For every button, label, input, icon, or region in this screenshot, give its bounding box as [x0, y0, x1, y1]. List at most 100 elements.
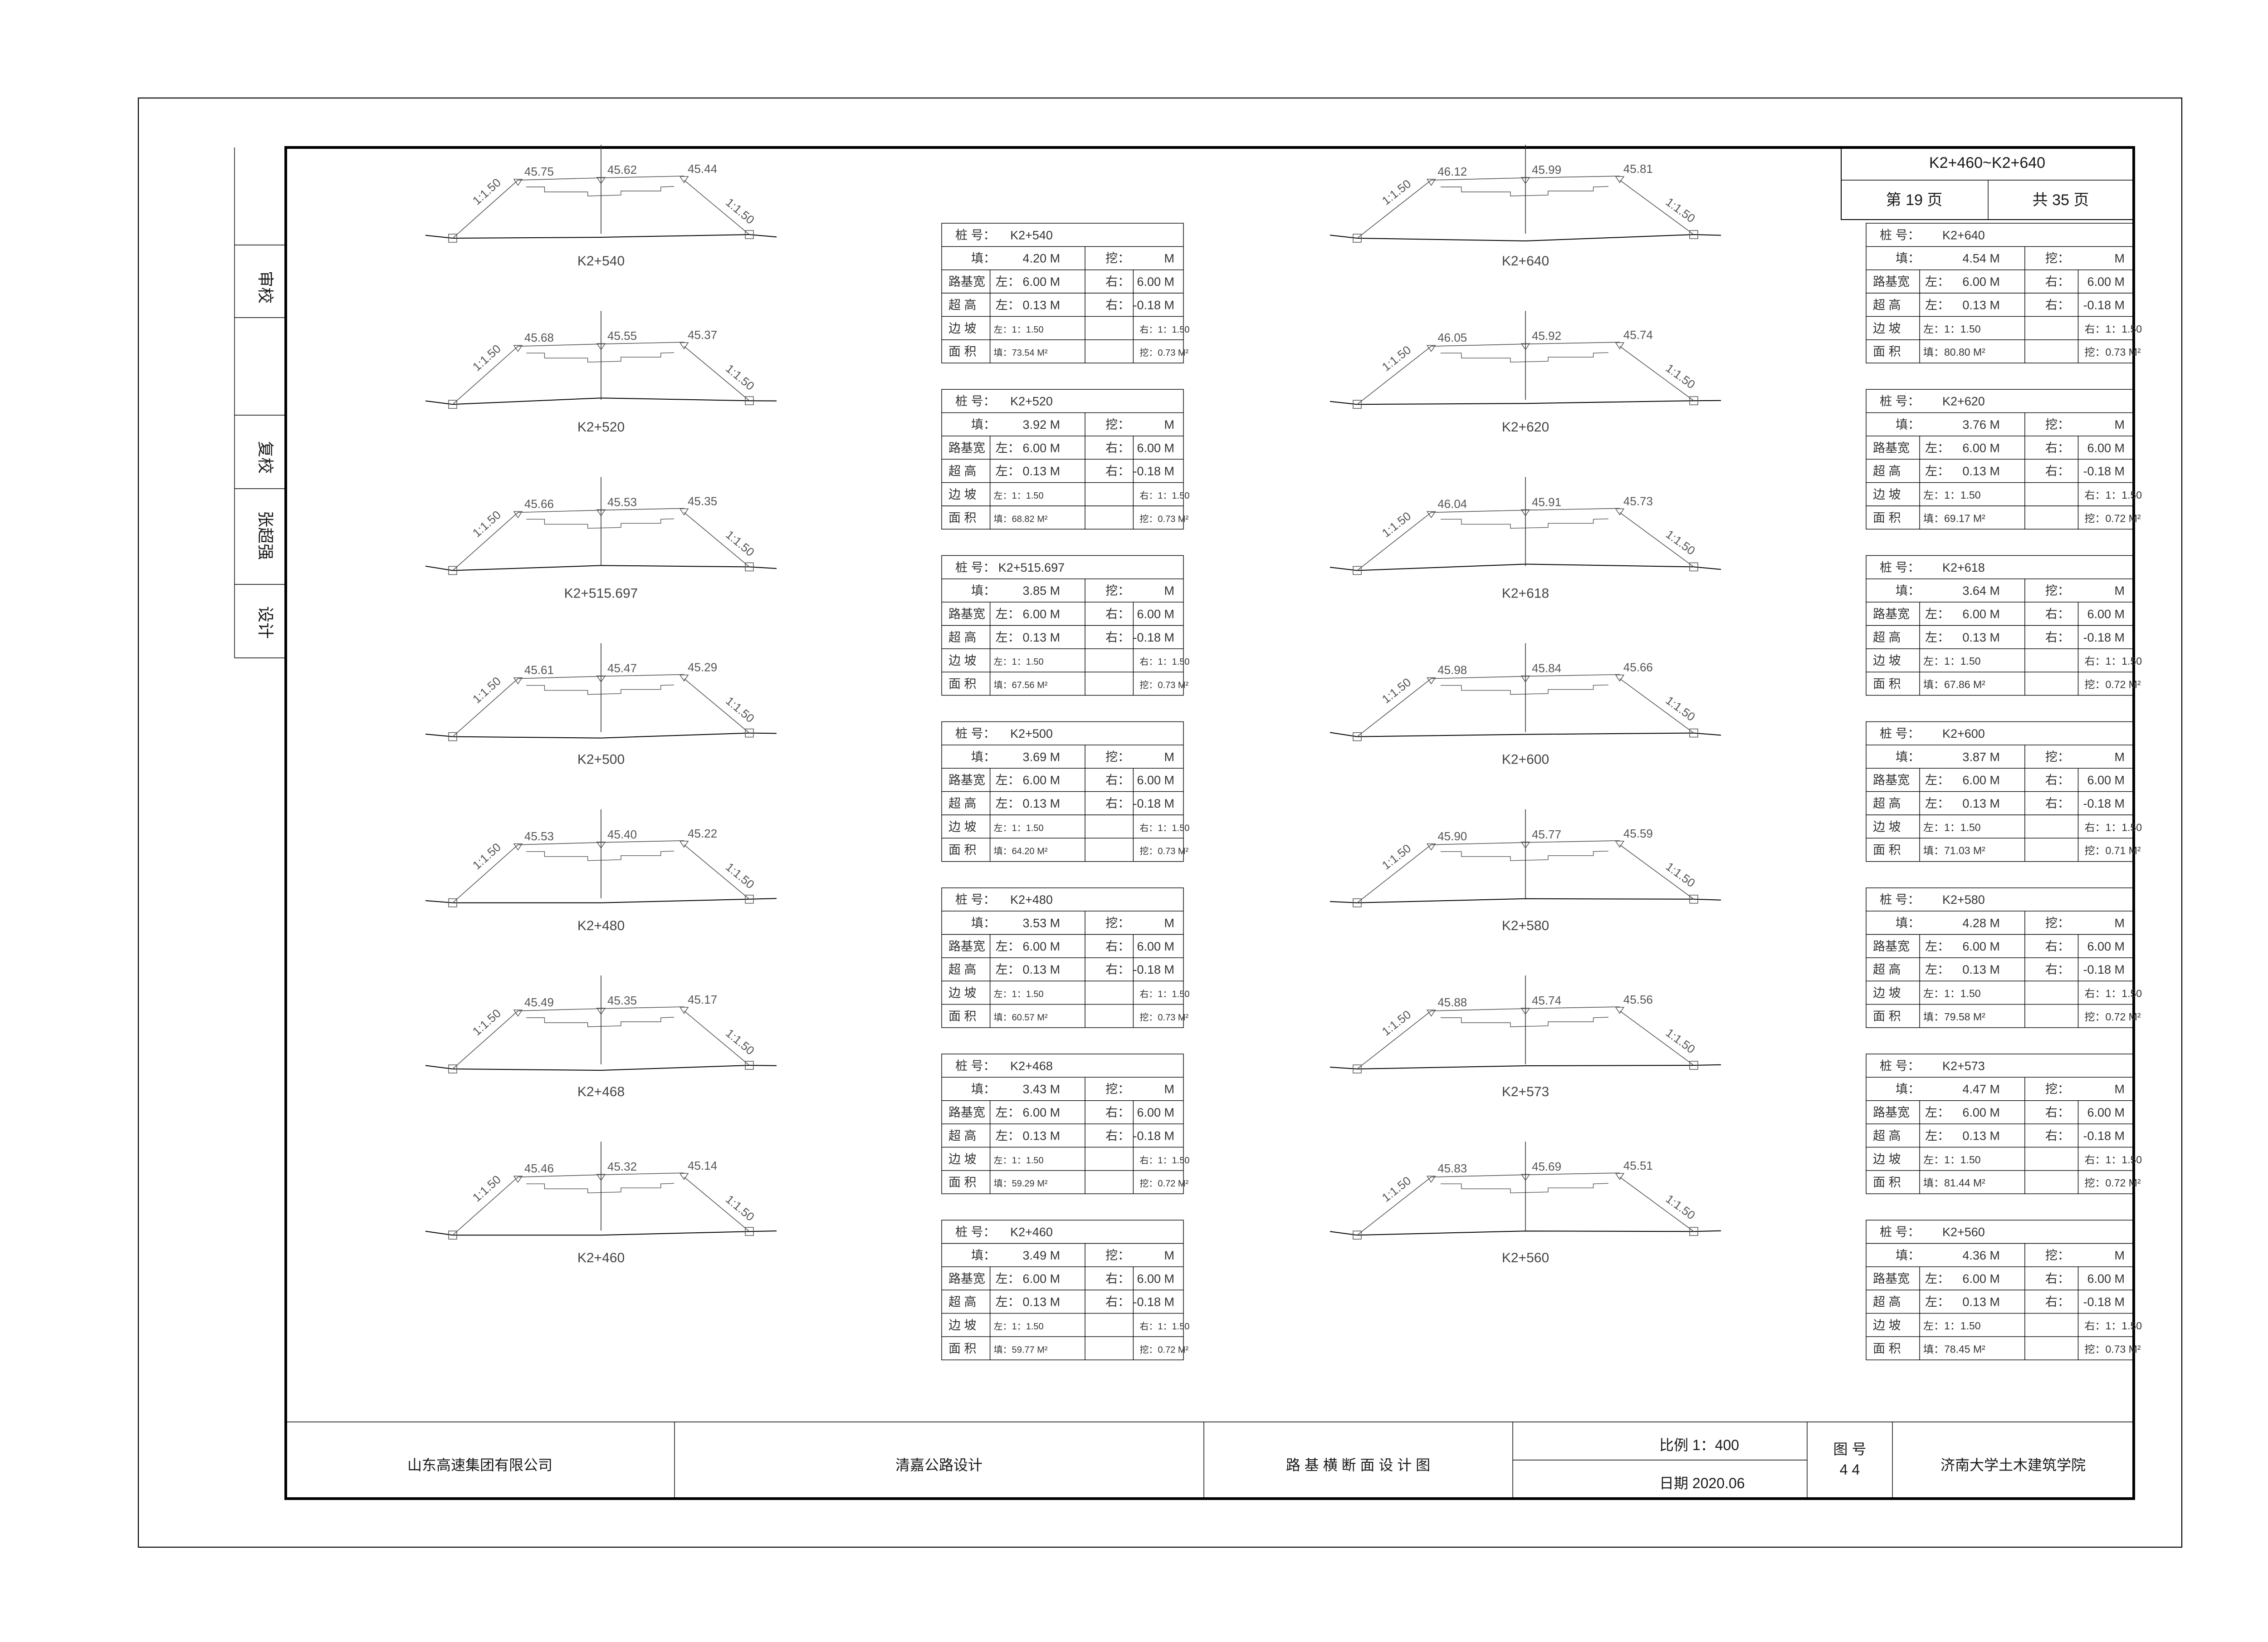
svg-text:6.00 M: 6.00 M — [2087, 940, 2125, 953]
svg-text:挖：0.72 M²: 挖：0.72 M² — [1139, 1178, 1188, 1189]
svg-text:填：: 填： — [1896, 1083, 1920, 1096]
svg-text:4.54 M: 4.54 M — [1962, 252, 2000, 265]
svg-text:0.13 M: 0.13 M — [1962, 631, 2000, 644]
svg-text:面 积: 面 积 — [948, 677, 977, 691]
svg-text:左：: 左： — [1925, 1129, 1950, 1142]
svg-text:填：: 填： — [1896, 252, 1920, 265]
svg-text:右：1：1.50: 右：1：1.50 — [2085, 821, 2142, 833]
svg-text:边 坡: 边 坡 — [1873, 1319, 1901, 1332]
svg-text:0.13 M: 0.13 M — [1962, 963, 2000, 976]
svg-text:左：1：1.50: 左：1：1.50 — [994, 823, 1044, 833]
svg-text:填：: 填： — [971, 584, 996, 598]
svg-text:K2+560: K2+560 — [1502, 1250, 1549, 1265]
svg-text:6.00 M: 6.00 M — [1023, 774, 1061, 787]
svg-text:1:1.50: 1:1.50 — [1379, 1174, 1413, 1205]
svg-text:-0.18 M: -0.18 M — [2083, 1129, 2125, 1142]
svg-text:填：: 填： — [971, 917, 996, 930]
svg-text:审校: 审校 — [256, 271, 275, 304]
svg-text:1:1.50: 1:1.50 — [1379, 509, 1413, 540]
svg-text:3.53 M: 3.53 M — [1023, 917, 1061, 930]
svg-text:右：: 右： — [1105, 1129, 1130, 1142]
svg-text:6.00 M: 6.00 M — [1962, 275, 2000, 289]
svg-text:挖：: 挖： — [2045, 252, 2070, 265]
svg-text:右：: 右： — [2045, 275, 2070, 289]
svg-text:6.00 M: 6.00 M — [1023, 1272, 1061, 1285]
svg-text:1:1.50: 1:1.50 — [723, 694, 757, 725]
svg-text:右：1：1.50: 右：1：1.50 — [2085, 988, 2142, 1000]
svg-text:46.04: 46.04 — [1437, 497, 1467, 510]
svg-text:填：: 填： — [1896, 418, 1920, 431]
svg-text:桩 号：: 桩 号： — [1880, 893, 1920, 907]
svg-text:0.13 M: 0.13 M — [1962, 797, 2000, 810]
svg-text:左：: 左： — [1925, 797, 1950, 810]
svg-text:K2+468: K2+468 — [1010, 1059, 1053, 1073]
svg-text:K2+618: K2+618 — [1942, 561, 1985, 574]
svg-text:超 高: 超 高 — [948, 797, 977, 810]
svg-text:3.49 M: 3.49 M — [1023, 1249, 1061, 1262]
svg-text:左：1：1.50: 左：1：1.50 — [1923, 1154, 1981, 1166]
svg-text:挖：0.72 M²: 挖：0.72 M² — [2085, 1011, 2141, 1023]
svg-text:K2+515.697: K2+515.697 — [564, 586, 638, 601]
svg-text:填：79.58 M²: 填：79.58 M² — [1923, 1011, 1985, 1023]
svg-text:右：: 右： — [1105, 441, 1130, 455]
svg-text:右：: 右： — [2045, 465, 2070, 478]
svg-text:K2+540: K2+540 — [1010, 228, 1053, 242]
svg-text:6.00 M: 6.00 M — [1962, 441, 2000, 455]
svg-text:K2+480: K2+480 — [577, 918, 625, 933]
svg-text:超 高: 超 高 — [948, 465, 977, 478]
svg-text:左：: 左： — [1925, 963, 1950, 976]
svg-text:桩 号：: 桩 号： — [1880, 228, 1920, 242]
svg-text:右：: 右： — [2045, 1129, 2070, 1142]
svg-text:右：: 右： — [1105, 774, 1130, 787]
svg-text:M: M — [2115, 1083, 2125, 1096]
svg-text:面 积: 面 积 — [1873, 1176, 1901, 1189]
svg-text:边 坡: 边 坡 — [1873, 820, 1901, 833]
svg-text:左：: 左： — [996, 608, 1020, 621]
svg-text:右：1：1.50: 右：1：1.50 — [1139, 324, 1189, 335]
svg-text:-0.18 M: -0.18 M — [1133, 1295, 1174, 1309]
svg-text:挖：: 挖： — [1105, 252, 1130, 265]
svg-text:超 高: 超 高 — [948, 631, 977, 644]
svg-text:桩 号：: 桩 号： — [955, 1225, 996, 1239]
svg-text:右：: 右： — [2045, 963, 2070, 976]
svg-text:-0.18 M: -0.18 M — [2083, 465, 2125, 478]
svg-text:桩 号：: 桩 号： — [1880, 561, 1920, 574]
svg-text:超 高: 超 高 — [1873, 963, 1901, 976]
svg-text:路基宽: 路基宽 — [948, 774, 985, 787]
svg-text:45.46: 45.46 — [524, 1162, 554, 1175]
svg-text:6.00 M: 6.00 M — [1962, 774, 2000, 787]
svg-text:6.00 M: 6.00 M — [1137, 1272, 1174, 1285]
svg-text:路基宽: 路基宽 — [1873, 608, 1910, 621]
svg-text:左：: 左： — [996, 631, 1020, 644]
svg-text:路基宽: 路基宽 — [948, 608, 985, 621]
svg-text:46.05: 46.05 — [1437, 331, 1467, 344]
svg-text:桩 号：: 桩 号： — [1880, 1225, 1920, 1239]
svg-text:右：: 右： — [2045, 631, 2070, 644]
svg-text:挖：: 挖： — [2045, 1249, 2070, 1262]
svg-text:挖：: 挖： — [1105, 418, 1130, 431]
svg-text:6.00 M: 6.00 M — [1023, 441, 1061, 455]
svg-text:45.77: 45.77 — [1532, 828, 1561, 841]
svg-text:K2+520: K2+520 — [577, 420, 625, 435]
svg-text:路基宽: 路基宽 — [1873, 774, 1910, 787]
svg-text:边 坡: 边 坡 — [948, 1152, 977, 1166]
svg-text:左：: 左： — [1925, 774, 1950, 787]
svg-text:桩 号：: 桩 号： — [955, 1059, 996, 1073]
svg-text:右：: 右： — [1105, 1295, 1130, 1309]
svg-text:面 积: 面 积 — [948, 511, 977, 524]
svg-text:45.35: 45.35 — [607, 994, 637, 1007]
svg-text:比例 1：400: 比例 1：400 — [1659, 1437, 1739, 1453]
svg-text:路基宽: 路基宽 — [1873, 1272, 1910, 1285]
svg-text:挖：0.73 M²: 挖：0.73 M² — [1139, 680, 1188, 691]
svg-text:M: M — [1164, 584, 1175, 598]
svg-text:6.00 M: 6.00 M — [1962, 1106, 2000, 1119]
svg-text:超 高: 超 高 — [1873, 797, 1901, 810]
svg-text:边 坡: 边 坡 — [1873, 488, 1901, 501]
svg-text:填：: 填： — [1896, 917, 1920, 930]
svg-text:路基宽: 路基宽 — [1873, 275, 1910, 289]
svg-text:左：: 左： — [996, 1129, 1020, 1142]
svg-text:左：: 左： — [996, 1272, 1020, 1285]
svg-text:左：: 左： — [996, 963, 1020, 976]
svg-text:K2+580: K2+580 — [1942, 893, 1985, 907]
svg-text:填：: 填： — [971, 1083, 996, 1096]
